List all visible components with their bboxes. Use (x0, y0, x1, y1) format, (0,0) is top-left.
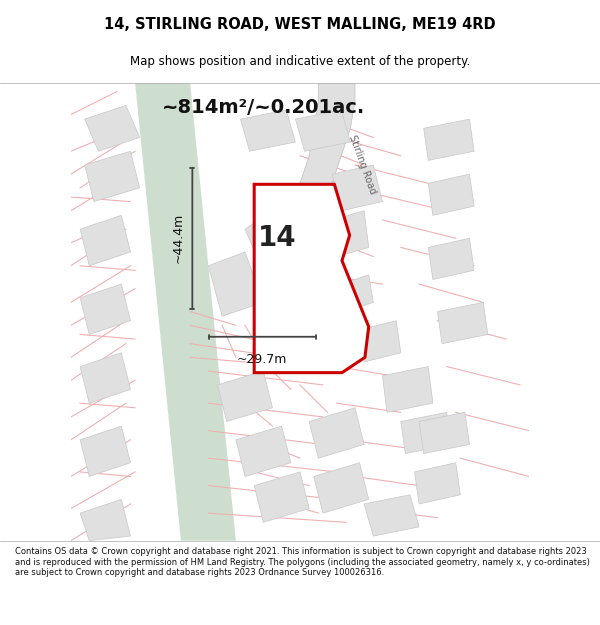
Text: Map shows position and indicative extent of the property.: Map shows position and indicative extent… (130, 56, 470, 68)
Text: Stirling Road: Stirling Road (347, 134, 377, 196)
Polygon shape (236, 426, 291, 476)
Polygon shape (295, 110, 350, 151)
Polygon shape (80, 426, 130, 476)
Text: ~814m²/~0.201ac.: ~814m²/~0.201ac. (162, 98, 365, 118)
Polygon shape (208, 252, 263, 316)
Polygon shape (428, 174, 474, 216)
Polygon shape (359, 321, 401, 362)
Polygon shape (424, 119, 474, 161)
Polygon shape (85, 151, 140, 202)
Polygon shape (415, 462, 460, 504)
Text: 14: 14 (258, 224, 296, 253)
Polygon shape (419, 412, 470, 454)
Polygon shape (80, 499, 130, 541)
Text: Contains OS data © Crown copyright and database right 2021. This information is : Contains OS data © Crown copyright and d… (15, 548, 590, 577)
Polygon shape (401, 412, 451, 454)
Polygon shape (245, 211, 281, 261)
Polygon shape (80, 284, 130, 334)
Polygon shape (218, 371, 272, 421)
Polygon shape (135, 82, 236, 541)
Text: ~29.7m: ~29.7m (237, 353, 287, 366)
Polygon shape (428, 238, 474, 279)
Polygon shape (382, 366, 433, 413)
Polygon shape (332, 211, 369, 257)
Text: 14, STIRLING ROAD, WEST MALLING, ME19 4RD: 14, STIRLING ROAD, WEST MALLING, ME19 4R… (104, 18, 496, 32)
Polygon shape (314, 462, 369, 513)
Polygon shape (437, 302, 488, 344)
Polygon shape (300, 82, 355, 229)
Text: ~44.4m: ~44.4m (171, 213, 184, 263)
Polygon shape (364, 495, 419, 536)
Polygon shape (241, 110, 295, 151)
Polygon shape (309, 408, 364, 458)
Polygon shape (341, 275, 373, 311)
Polygon shape (254, 472, 309, 522)
Polygon shape (80, 352, 130, 403)
Polygon shape (80, 216, 130, 266)
Polygon shape (332, 165, 382, 211)
Polygon shape (254, 184, 369, 372)
Polygon shape (85, 106, 140, 151)
